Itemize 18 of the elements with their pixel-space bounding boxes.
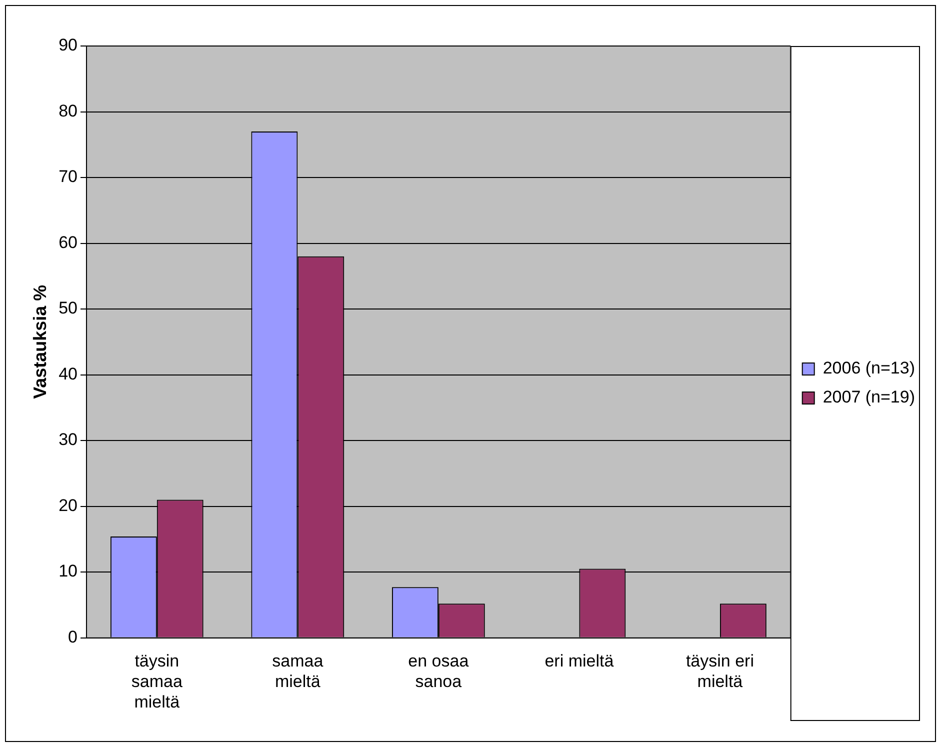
y-tick-label: 80 [58,101,78,120]
x-tick-label: samaa mieltä [272,652,324,692]
legend-label: 2006 (n=13) [822,358,915,378]
y-tick-label: 10 [58,562,78,581]
legend-label: 2007 (n=19) [822,388,915,407]
y-axis-title: Vastauksia % [30,284,50,399]
y-tick-label: 70 [58,167,78,186]
y-tick-label: 20 [58,496,78,515]
x-tick-label: eri mieltä [544,652,614,671]
y-tick-label: 30 [58,430,78,450]
y-tick-label: 0 [68,627,78,646]
x-tick-label: täysin samaa mieltä [131,652,183,712]
y-tick-label: 60 [58,232,78,252]
y-tick-label: 40 [58,364,78,384]
y-tick-label: 50 [58,298,78,318]
x-tick-label: täysin eri mieltä [686,652,754,692]
x-tick-label: en osaa sanoa [408,652,470,692]
y-tick-label: 90 [58,36,78,55]
